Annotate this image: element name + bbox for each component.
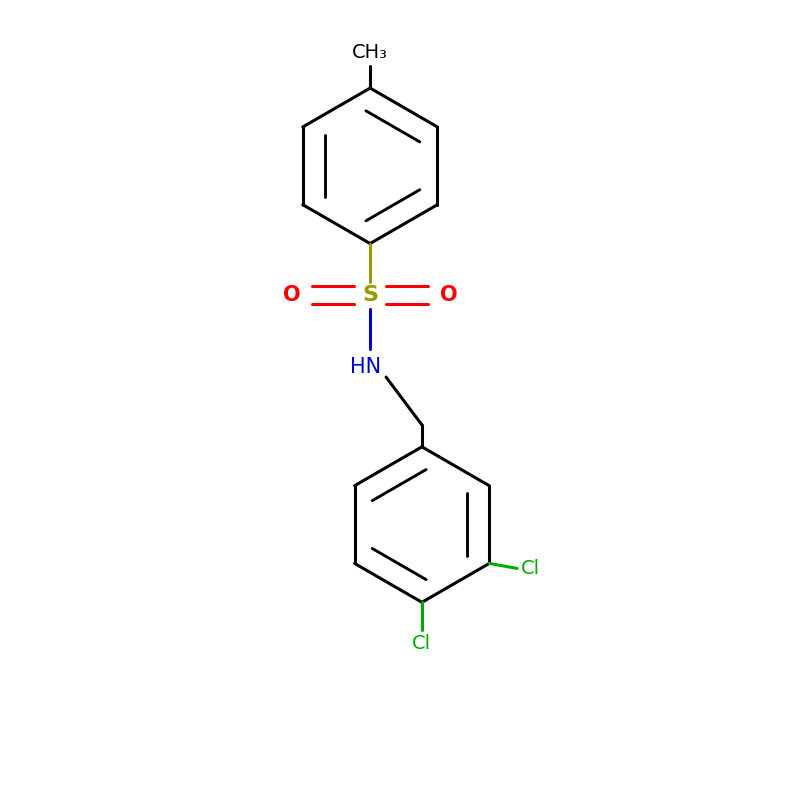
Text: O: O	[440, 286, 458, 306]
Text: O: O	[282, 286, 300, 306]
Text: CH₃: CH₃	[352, 43, 388, 62]
Text: Cl: Cl	[412, 634, 431, 653]
Text: S: S	[362, 286, 378, 306]
Text: HN: HN	[350, 357, 381, 377]
Text: Cl: Cl	[521, 559, 540, 578]
